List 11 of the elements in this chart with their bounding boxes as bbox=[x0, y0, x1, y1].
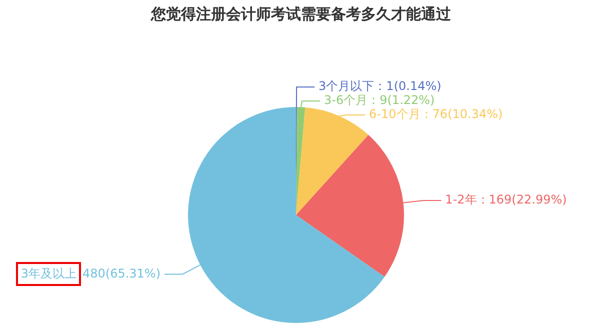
data-label: ：169(22.99%) bbox=[476, 192, 567, 207]
data-label: ：76(10.34%) bbox=[420, 107, 503, 122]
chart-title: 您觉得注册会计师考试需要备考多久才能通过 bbox=[150, 4, 452, 23]
slice-label: 6-10个月 bbox=[369, 107, 420, 122]
data-label: 480(65.31%) bbox=[82, 266, 161, 280]
slice-label: 1-2年 bbox=[445, 192, 477, 207]
slice-label: 3个月以下 bbox=[318, 79, 374, 94]
slice-label: 3-6个月 bbox=[324, 93, 368, 108]
data-label: ：1(0.14%) bbox=[374, 79, 442, 94]
slice-label: 3年及以上 bbox=[20, 266, 76, 280]
data-label: ：9(1.22%) bbox=[368, 93, 435, 108]
